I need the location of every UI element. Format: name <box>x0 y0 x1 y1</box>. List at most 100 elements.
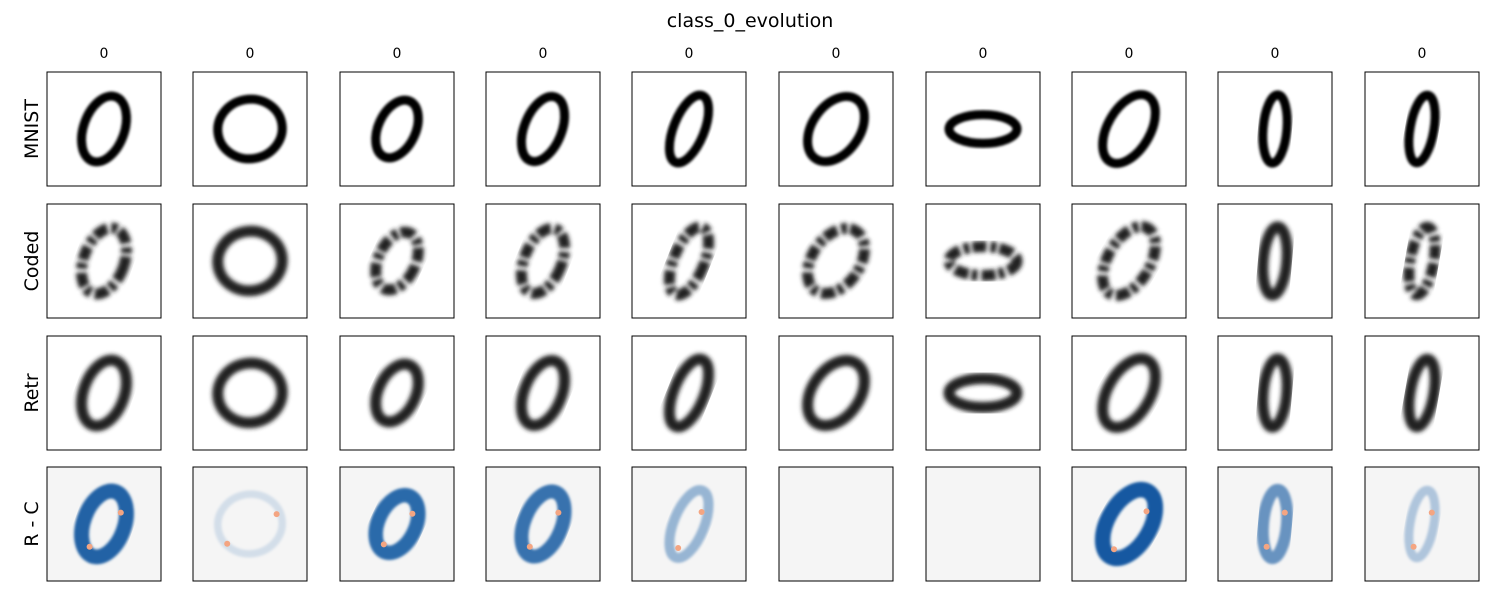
panel-bg <box>340 467 454 581</box>
image-panel <box>1364 71 1480 187</box>
image-panel <box>339 71 455 187</box>
panel-bg <box>193 467 307 581</box>
panel-frame <box>339 203 455 319</box>
column-label: 0 <box>979 46 988 62</box>
image-panel <box>1071 71 1187 187</box>
panel-bg <box>1365 336 1479 450</box>
panel-frame <box>778 335 894 451</box>
digit <box>76 222 132 300</box>
panel-frame <box>778 203 894 319</box>
image-panel <box>192 335 308 451</box>
panel-bg <box>926 204 1040 318</box>
panel-frame <box>925 335 1041 451</box>
image-panel <box>778 71 894 187</box>
panel-frame <box>1364 71 1480 187</box>
image-panel <box>485 335 601 451</box>
digit-diff <box>514 484 572 564</box>
digit <box>370 226 424 296</box>
diff-spot <box>86 543 93 550</box>
panel-bg <box>1072 467 1186 581</box>
panel-frame <box>1071 335 1187 451</box>
image-panel <box>485 203 601 319</box>
panel-frame <box>192 335 308 451</box>
digit <box>943 373 1023 413</box>
panel-frame <box>46 203 162 319</box>
panel-frame <box>485 335 601 451</box>
image-panel <box>192 466 308 582</box>
diff-spot <box>380 541 387 548</box>
image-panel <box>631 335 747 451</box>
diff-spot <box>1263 543 1270 550</box>
image-panel <box>46 335 162 451</box>
digit <box>1097 353 1161 433</box>
column-label: 0 <box>539 46 548 62</box>
digit <box>944 110 1022 148</box>
digit <box>76 354 132 432</box>
image-panel <box>1364 466 1480 582</box>
panel-bg <box>193 204 307 318</box>
digit <box>802 355 870 431</box>
digit <box>803 92 869 166</box>
image-panel <box>1071 335 1187 451</box>
diff-spot <box>1111 546 1117 553</box>
panel-frame <box>778 466 894 582</box>
panel-bg <box>632 72 746 186</box>
digit-diff <box>214 490 286 558</box>
digit <box>371 95 423 163</box>
panel-frame <box>925 203 1041 319</box>
column-label: 0 <box>393 46 402 62</box>
image-panel <box>778 466 894 582</box>
figure-title: class_0_evolution <box>667 10 834 32</box>
panel-bg <box>1072 336 1186 450</box>
image-panel <box>631 466 747 582</box>
diff-spot <box>117 509 124 516</box>
panel-frame <box>1071 466 1187 582</box>
panel-frame <box>46 71 162 187</box>
image-panel <box>46 466 162 582</box>
digit <box>802 223 870 299</box>
digit <box>943 241 1023 281</box>
image-panel <box>46 71 162 187</box>
panel-bg <box>779 72 893 186</box>
panel-bg <box>47 204 161 318</box>
panel-frame <box>485 203 601 319</box>
digit <box>1257 221 1293 301</box>
row-label: MNIST <box>21 99 43 159</box>
image-panel <box>1217 203 1333 319</box>
column-label: 0 <box>1418 46 1427 62</box>
image-panel <box>46 203 162 319</box>
panel-bg <box>47 467 161 581</box>
diff-spot <box>1428 509 1435 516</box>
panel-bg <box>47 336 161 450</box>
digit <box>1404 90 1440 168</box>
panel-frame <box>1217 466 1333 582</box>
digit <box>515 355 571 431</box>
panel-frame <box>192 466 308 582</box>
panel-bg <box>1365 72 1479 186</box>
panel-bg <box>1218 336 1332 450</box>
panel-frame <box>1071 71 1187 187</box>
panel-frame <box>485 71 601 187</box>
panel-frame <box>631 466 747 582</box>
diff-spot <box>1410 543 1417 550</box>
panel-frame <box>192 203 308 319</box>
panel-bg <box>926 336 1040 450</box>
image-panel <box>339 466 455 582</box>
diff-spot <box>698 509 705 515</box>
digit <box>77 91 131 167</box>
panel-frame <box>631 335 747 451</box>
digit <box>1098 90 1160 168</box>
panel-bg <box>632 204 746 318</box>
panel-frame <box>1217 203 1333 319</box>
image-panel <box>631 71 747 187</box>
diff-spot <box>409 510 416 517</box>
row-label: R - C <box>21 501 43 546</box>
diff-spot <box>526 543 533 550</box>
panel-frame <box>1217 335 1333 451</box>
panel-frame <box>925 466 1041 582</box>
panel-frame <box>46 466 162 582</box>
digit <box>1403 221 1441 301</box>
panel-frame <box>1217 71 1333 187</box>
panel-bg <box>926 72 1040 186</box>
image-panel <box>925 335 1041 451</box>
